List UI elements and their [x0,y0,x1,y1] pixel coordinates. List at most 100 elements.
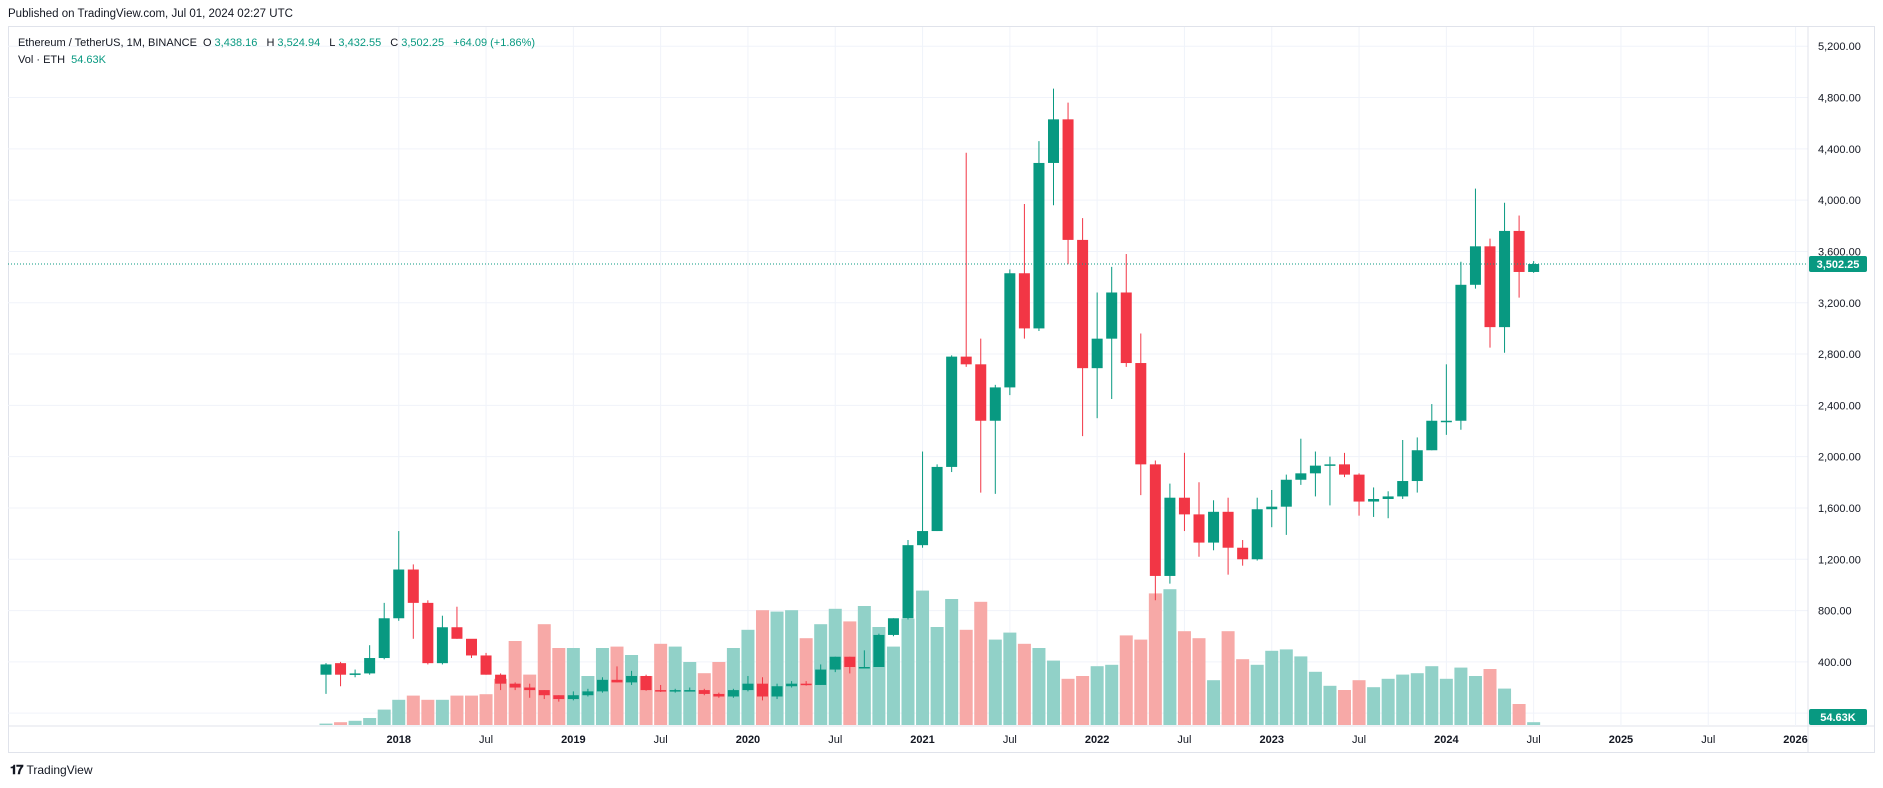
volume-bar [363,718,377,725]
y-tick-label: 4,000.00 [1818,195,1861,207]
candle [844,656,856,674]
candle-body [684,690,696,692]
volume-bars [319,589,1541,725]
candle [771,683,783,700]
candle-body [1266,506,1278,510]
candle [1382,491,1394,519]
candle-body [1106,292,1118,339]
volume-bar [1119,635,1133,725]
volume-bar [319,723,333,725]
candle [320,663,332,694]
volume-value: 54.63K [71,54,107,66]
candle [902,540,914,620]
candle [596,677,608,693]
volume-bar [1352,680,1366,725]
candle-body [1353,474,1365,502]
volume-bar [1468,676,1482,725]
candle-body [582,691,594,696]
candle-body [1368,498,1380,502]
volume-bar [552,648,566,725]
candle-body [1484,246,1496,328]
x-tick-label: 2026 [1783,734,1807,746]
candle-body [960,356,972,365]
candle-body [436,627,448,664]
candle [1513,215,1525,298]
candlesticks [320,88,1540,702]
candle-body [393,569,405,619]
candle [1295,438,1307,485]
candle [1237,540,1249,566]
candle [1528,261,1540,273]
volume-bar [1061,678,1075,725]
candle [1193,482,1205,557]
y-tick-label: 1,200.00 [1818,554,1861,566]
volume-bar [1498,688,1512,725]
candle-body [567,695,579,700]
last-price-label: 3,502.25 [1817,259,1860,271]
high-value: 3,524.94 [277,37,321,49]
chart-frame [8,26,1875,753]
volume-bar [770,611,784,725]
tradingview-brand: TradingView [26,763,93,777]
volume-bar [581,676,595,725]
candle-body [378,618,390,659]
candle [698,688,710,696]
candle-body [1280,479,1292,507]
candle-body [466,638,477,656]
candle-body [1295,473,1307,480]
volume-bar [1381,678,1395,725]
candle [989,384,1001,494]
candle-body [1208,511,1220,543]
candle [1499,202,1511,353]
candle [1440,364,1452,435]
candle [1135,333,1147,496]
candle [436,615,448,665]
candle-body [1455,284,1467,421]
volume-bar [406,695,420,725]
candle-body [931,466,943,532]
candle [1353,473,1365,516]
volume-bar [1250,664,1264,725]
candle-body [1048,119,1059,163]
volume-bar [435,699,449,725]
candle [364,645,376,675]
volume-bar [1512,704,1526,725]
candle-body [1382,496,1394,499]
candle [1266,490,1278,528]
candle [1062,102,1074,265]
candle [1091,292,1103,419]
candle-body [815,669,827,685]
volume-bar [1236,659,1250,725]
tradingview-footer[interactable]: 𝟏𝟕 TradingView [10,762,93,778]
x-tick-label: 2020 [736,734,760,746]
volume-bar [625,655,639,725]
x-tick-label: Jul [1701,734,1715,746]
candle-body [858,667,870,669]
volume-bar [334,722,348,725]
candle [800,681,812,686]
volume-bar [1294,656,1308,725]
candle-body [989,387,1001,421]
candle [1106,266,1118,399]
volume-bar [450,695,464,725]
candle [349,669,361,678]
candle [669,688,681,693]
candle-body [451,627,463,639]
candle [466,638,477,659]
volume-bar [1003,632,1017,725]
candle [1120,254,1132,367]
volume-bar [1076,676,1090,725]
candle-body [1309,465,1321,474]
x-tick-label: 2022 [1085,734,1109,746]
volume-bar [1148,593,1162,725]
y-tick-label: 4,400.00 [1818,144,1861,156]
candle-body [713,693,725,697]
candle-body [320,664,332,675]
volume-bar [1527,722,1541,725]
volume-bar [988,639,1002,725]
open-value: 3,438.16 [214,37,258,49]
candle [1164,483,1176,584]
x-tick-label: 2024 [1434,734,1459,746]
volume-bar [1425,666,1439,725]
